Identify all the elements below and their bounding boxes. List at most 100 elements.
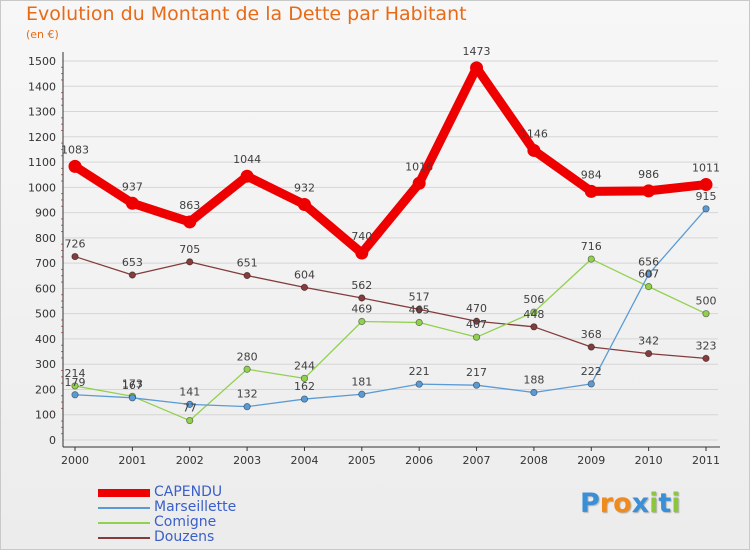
y-tick-label: 500: [35, 308, 56, 321]
data-label: 517: [409, 290, 430, 303]
data-point: [584, 184, 598, 198]
data-label: 500: [696, 295, 717, 308]
data-point: [240, 169, 254, 183]
data-label: 986: [638, 168, 659, 181]
data-label: 607: [638, 268, 659, 281]
data-point: [415, 380, 423, 388]
data-point: [243, 365, 251, 373]
data-label: 506: [523, 293, 544, 306]
data-label: 217: [466, 366, 487, 379]
proxiti-logo: Proxiti: [580, 488, 681, 519]
data-label: 188: [523, 373, 544, 386]
data-point: [358, 317, 366, 326]
data-label: 1044: [233, 153, 261, 166]
x-tick-label: 2003: [233, 454, 261, 467]
data-label: 863: [179, 199, 200, 212]
series-lines: [68, 61, 713, 425]
x-tick-label: 2002: [176, 454, 204, 467]
data-point: [243, 403, 251, 411]
data-point: [702, 310, 710, 318]
data-label: 407: [466, 318, 487, 331]
data-point: [530, 308, 538, 316]
y-tick-label: 1000: [28, 181, 56, 194]
legend-swatch: [98, 536, 150, 539]
data-point: [470, 61, 484, 75]
data-label: 465: [409, 304, 430, 317]
data-label: 132: [237, 388, 258, 401]
data-label: 167: [122, 379, 143, 392]
data-point: [412, 176, 426, 190]
data-label: 915: [696, 190, 717, 203]
y-tick-label: 300: [35, 358, 56, 371]
y-tick-label: 1200: [28, 131, 56, 144]
data-point: [71, 252, 79, 261]
data-label: 705: [179, 243, 200, 256]
legend-label: Marseillette: [154, 499, 237, 515]
data-point: [645, 349, 653, 358]
logo-letter: o: [613, 488, 632, 519]
data-label: 179: [65, 376, 86, 389]
data-point: [530, 388, 538, 397]
data-label: 77: [183, 402, 197, 415]
data-point: [587, 343, 595, 351]
data-label: 222: [581, 365, 602, 378]
data-point: [71, 391, 79, 399]
data-label: 656: [638, 255, 659, 268]
data-point: [527, 143, 541, 157]
data-label: 653: [122, 256, 143, 269]
x-tick-label: 2007: [463, 454, 491, 467]
data-point: [587, 255, 595, 263]
x-tick-label: 2000: [61, 454, 89, 467]
data-point: [702, 354, 710, 362]
logo-letter: P: [580, 488, 600, 519]
data-label: 740: [351, 230, 372, 243]
data-point: [642, 184, 656, 198]
y-tick-label: 900: [35, 207, 56, 220]
data-label: 932: [294, 182, 315, 195]
x-tick-label: 2006: [405, 454, 433, 467]
data-label: 323: [696, 339, 717, 352]
y-tick-label: 1500: [28, 55, 56, 68]
data-point: [358, 294, 366, 302]
series-line-capendu: [70, 63, 711, 258]
y-tick-label: 1100: [28, 156, 56, 169]
data-point: [699, 178, 713, 192]
data-label: 469: [351, 302, 372, 315]
data-point: [702, 205, 710, 213]
series-line-marseillette: [74, 208, 707, 408]
data-point: [300, 374, 309, 382]
y-tick-label: 1400: [28, 80, 56, 93]
x-tick-label: 2001: [118, 454, 146, 467]
logo-letter: t: [658, 488, 672, 519]
y-tick-label: 100: [35, 409, 56, 422]
y-tick-label: 0: [49, 434, 56, 447]
data-label: 173: [122, 377, 143, 390]
data-label: 368: [581, 328, 602, 341]
data-labels: 1083 937 863 1044 932 740 1016 1473 1146 984 986 10…: [61, 45, 720, 415]
data-point: [186, 416, 194, 425]
data-label: 162: [294, 380, 315, 393]
chart-title: Evolution du Montant de la Dette par Hab…: [26, 3, 467, 25]
grid-lines: [63, 60, 718, 441]
data-point: [355, 246, 369, 260]
data-label: 716: [581, 240, 602, 253]
data-label: 342: [638, 335, 659, 348]
data-point: [472, 317, 481, 325]
y-tick-label: 200: [35, 383, 56, 396]
data-point: [71, 382, 79, 390]
x-tick-label: 2011: [692, 454, 720, 467]
series-line-douzens: [74, 255, 707, 360]
data-label: 1011: [692, 162, 720, 175]
data-point: [243, 271, 251, 280]
axes: 0 100 200 300 400 500 600 700 800 900 1000 1100 1200…: [28, 52, 720, 467]
series-line-comigne: [74, 258, 707, 422]
data-point: [645, 270, 653, 278]
chart-subtitle: (en €): [26, 28, 59, 41]
data-label: 562: [351, 279, 372, 292]
data-label: 1146: [520, 127, 548, 140]
data-point: [587, 380, 595, 388]
data-label: 181: [351, 375, 372, 388]
data-label: 604: [294, 268, 315, 281]
data-point: [300, 395, 309, 403]
